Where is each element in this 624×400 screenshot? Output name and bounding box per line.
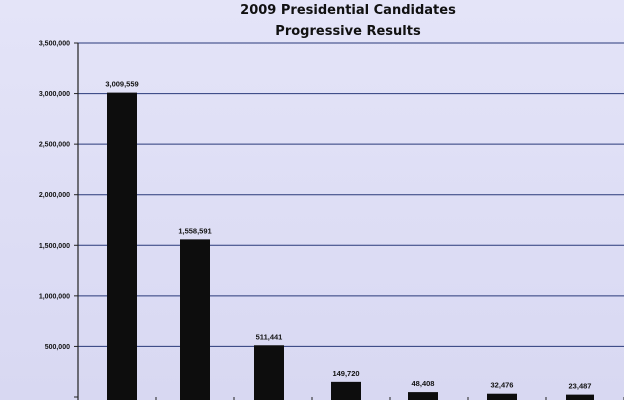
bars: 3,009,559 1,558,591 511,441 149,720 48,408 32… xyxy=(105,80,594,400)
data-label: 48,408 xyxy=(412,379,435,388)
chart-title-line-1: 2009 Presidential Candidates xyxy=(240,3,456,18)
data-label: 149,720 xyxy=(332,369,359,378)
y-tick-label: 2,000,000 xyxy=(39,192,70,199)
gridlines xyxy=(78,42,624,347)
bar xyxy=(487,393,517,400)
bar xyxy=(180,239,210,400)
data-label: 23,487 xyxy=(569,382,592,391)
data-label: 32,476 xyxy=(491,381,514,390)
bar xyxy=(408,392,438,400)
bar xyxy=(254,345,284,400)
y-tick-label: 3,500,000 xyxy=(39,41,70,48)
y-tick-label: 1,500,000 xyxy=(39,243,70,250)
bar xyxy=(566,394,594,400)
y-tick-label: 3,000,000 xyxy=(39,91,70,98)
data-label: 1,558,591 xyxy=(178,226,211,235)
y-tick-label: 1,000,000 xyxy=(39,293,70,300)
axes: 500,000 1,000,000 1,500,000 2,000,000 2,500,… xyxy=(39,41,624,400)
data-label: 511,441 xyxy=(256,332,283,341)
bar xyxy=(107,92,137,400)
data-label: 3,009,559 xyxy=(105,80,138,89)
chart-title-line-2: Progressive Results xyxy=(275,24,421,39)
y-tick-label: 2,500,000 xyxy=(39,142,70,149)
y-tick-label: 500,000 xyxy=(45,344,70,351)
bar xyxy=(331,381,361,400)
